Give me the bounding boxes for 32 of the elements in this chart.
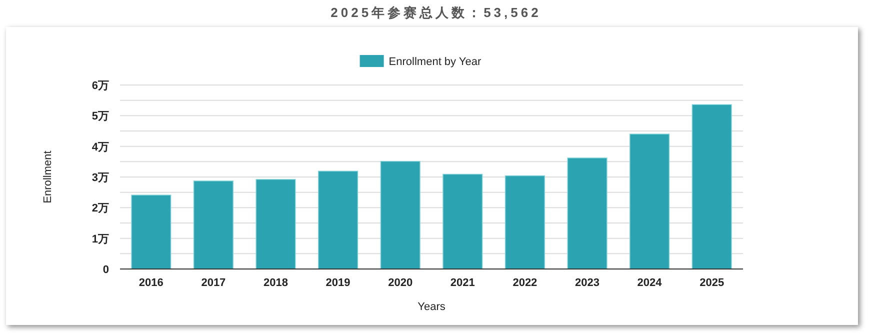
x-tick-label: 2016 <box>138 277 164 289</box>
x-tick-label: 2023 <box>575 277 600 289</box>
y-tick-label: 0 <box>102 264 109 276</box>
x-tick-label: 2022 <box>512 277 538 289</box>
bar <box>504 175 545 270</box>
y-axis-title: Enrollment <box>42 150 54 204</box>
y-tick-label: 1万 <box>92 233 109 246</box>
bar <box>131 194 172 270</box>
bar <box>193 180 234 270</box>
y-tick-label: 6万 <box>92 80 109 92</box>
x-axis-title: Years <box>418 301 446 313</box>
bar <box>380 160 420 270</box>
x-tick-label: 2025 <box>700 277 724 289</box>
x-tick-label: 2018 <box>264 277 288 289</box>
y-tick-label: 3万 <box>92 172 109 184</box>
bar <box>692 104 732 270</box>
chart-title: 2025年参赛总人数：53,562 <box>330 4 542 22</box>
x-tick-label: 2019 <box>326 277 350 289</box>
y-tick-label: 2万 <box>92 202 109 215</box>
bar <box>256 179 296 270</box>
bar <box>442 174 483 270</box>
x-tick-label: 2021 <box>450 277 475 289</box>
bar <box>318 170 358 270</box>
legend: Enrollment by Year <box>360 55 482 68</box>
x-tick-label: 2020 <box>388 277 413 289</box>
y-tick-label: 5万 <box>92 110 109 123</box>
bar <box>567 158 608 270</box>
bar <box>630 134 670 270</box>
x-tick-label: 2017 <box>201 277 226 289</box>
legend-label: Enrollment by Year <box>388 56 482 68</box>
y-tick-label: 4万 <box>92 141 109 154</box>
x-tick-label: 2024 <box>637 277 663 289</box>
